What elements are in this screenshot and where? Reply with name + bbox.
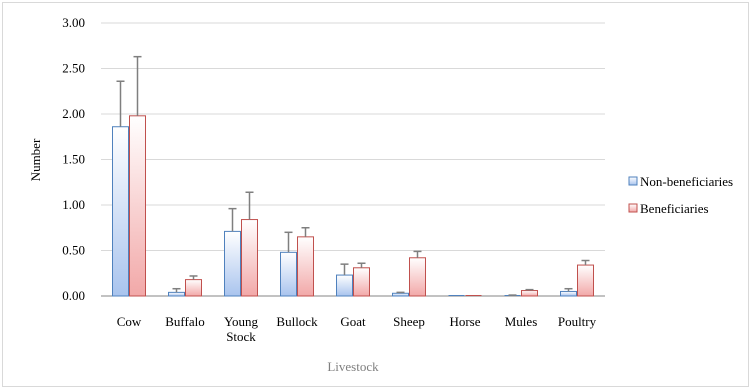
bar-non-beneficiaries <box>560 290 577 297</box>
gridlines <box>101 22 605 297</box>
x-tick-labels: Cow Buffalo Young Stock Bullock Goat Sheep Hors… <box>117 314 597 344</box>
x-tick-label: Bullock <box>276 314 318 329</box>
bar-non-beneficiaries <box>224 230 241 297</box>
y-tick-label: 2.50 <box>62 61 85 76</box>
bar-beneficiaries <box>185 279 202 297</box>
y-axis-title: Number <box>28 138 43 181</box>
y-tick-labels: 0.00 0.50 1.00 1.50 2.00 2.50 3.00 <box>62 15 85 303</box>
bar-beneficiaries <box>409 257 426 297</box>
y-tick-label: 0.00 <box>62 288 85 303</box>
bar-beneficiaries <box>297 236 314 297</box>
y-tick-label: 3.00 <box>62 15 85 30</box>
y-tick-label: 2.00 <box>62 106 85 121</box>
legend-swatch-non-beneficiaries <box>628 176 638 186</box>
y-tick-label: 0.50 <box>62 243 85 258</box>
bar-non-beneficiaries <box>280 251 297 297</box>
x-tick-label: Mules <box>505 314 538 329</box>
x-tick-label: Cow <box>117 314 142 329</box>
x-tick-label: Poultry <box>558 314 597 329</box>
bar-beneficiaries <box>353 267 370 297</box>
bar-non-beneficiaries <box>168 291 185 297</box>
y-tick-label: 1.00 <box>62 197 85 212</box>
bar-non-beneficiaries <box>112 126 129 297</box>
error-bars <box>116 55 590 296</box>
bar-beneficiaries <box>521 290 538 297</box>
bar-beneficiaries <box>577 264 594 297</box>
x-axis-title: Livestock <box>327 359 379 374</box>
legend-label-non-beneficiaries: Non-beneficiaries <box>640 174 733 189</box>
legend: Non-beneficiaries Beneficiaries <box>628 174 733 216</box>
x-tick-label: Young Stock <box>224 314 259 344</box>
legend-label-beneficiaries: Beneficiaries <box>640 201 709 216</box>
bars <box>112 115 594 297</box>
bar-beneficiaries <box>129 115 146 297</box>
x-tick-label: Goat <box>340 314 366 329</box>
bar-non-beneficiaries <box>392 292 409 297</box>
x-tick-label: Horse <box>449 314 480 329</box>
y-tick-label: 1.50 <box>62 152 85 167</box>
x-tick-label: Buffalo <box>165 314 204 329</box>
x-tick-label: Sheep <box>393 314 425 329</box>
bar-non-beneficiaries <box>336 274 353 297</box>
legend-swatch-beneficiaries <box>628 203 638 213</box>
bar-beneficiaries <box>241 219 258 297</box>
